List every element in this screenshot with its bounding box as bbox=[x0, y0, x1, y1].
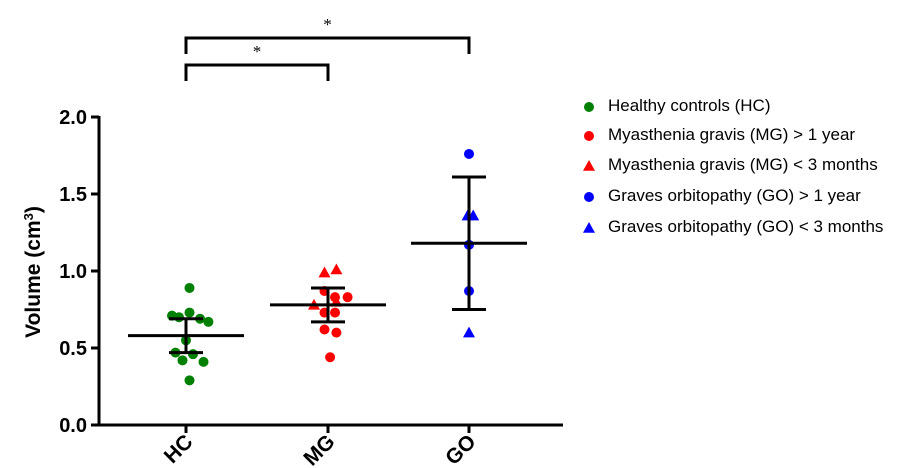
legend-item: Healthy controls (HC) bbox=[578, 94, 771, 118]
legend-label: Myasthenia gravis (MG) > 1 year bbox=[608, 125, 856, 144]
legend-item: Graves orbitopathy (GO) < 3 months bbox=[578, 215, 883, 239]
legend-symbol bbox=[583, 160, 595, 171]
legend-item: Myasthenia gravis (MG) > 1 year bbox=[578, 123, 855, 147]
data-point bbox=[177, 355, 188, 366]
data-point bbox=[330, 307, 340, 318]
y-axis-label: Volume (cm3) bbox=[21, 206, 46, 338]
legend-label: Graves orbitopathy (GO) > 1 year bbox=[608, 186, 861, 205]
data-point bbox=[203, 316, 214, 327]
mean-error-bars bbox=[128, 175, 527, 355]
legend-item: Myasthenia gravis (MG) < 3 months bbox=[578, 153, 878, 177]
data-point bbox=[318, 266, 331, 278]
data-point bbox=[464, 148, 474, 159]
legend-label: Healthy controls (HC) bbox=[608, 96, 771, 115]
data-marks bbox=[167, 148, 480, 386]
legend-symbol bbox=[584, 192, 594, 202]
data-point bbox=[188, 349, 198, 360]
significance-brackets: ** bbox=[184, 15, 471, 81]
data-point bbox=[184, 282, 195, 293]
significance-label: * bbox=[323, 15, 332, 34]
legend-item: Graves orbitopathy (GO) > 1 year bbox=[578, 184, 861, 208]
x-tick-label: HC bbox=[160, 430, 198, 468]
legend-label: Myasthenia gravis (MG) < 3 months bbox=[608, 155, 878, 174]
legend-symbol bbox=[583, 222, 595, 233]
legend-symbol bbox=[584, 102, 594, 112]
circle-marker-icon bbox=[578, 124, 600, 146]
data-point bbox=[325, 352, 336, 363]
significance-bracket bbox=[184, 36, 471, 54]
data-point bbox=[174, 312, 184, 323]
significance-label: * bbox=[253, 42, 262, 61]
legend-label: Graves orbitopathy (GO) < 3 months bbox=[608, 217, 884, 236]
circle-marker-icon bbox=[578, 185, 600, 207]
triangle-marker-icon bbox=[578, 154, 600, 176]
data-point bbox=[184, 307, 195, 318]
data-point bbox=[198, 356, 209, 367]
y-tick-label: 0.5 bbox=[59, 338, 87, 360]
legend-symbol bbox=[584, 131, 594, 141]
data-point bbox=[184, 375, 195, 386]
y-tick-label: 1.0 bbox=[59, 261, 87, 283]
data-point bbox=[342, 292, 353, 303]
y-tick-label: 1.5 bbox=[59, 184, 87, 206]
y-tick-label: 0.0 bbox=[59, 415, 87, 437]
x-tick-label: GO bbox=[441, 430, 480, 468]
data-point bbox=[463, 326, 475, 338]
y-tick-label: 2.0 bbox=[59, 107, 87, 129]
data-point bbox=[331, 327, 342, 338]
data-point bbox=[319, 324, 330, 335]
significance-bracket bbox=[184, 63, 330, 81]
triangle-marker-icon bbox=[578, 216, 600, 238]
x-tick-label: MG bbox=[299, 430, 339, 468]
circle-marker-icon bbox=[578, 95, 600, 117]
data-point bbox=[330, 263, 343, 275]
